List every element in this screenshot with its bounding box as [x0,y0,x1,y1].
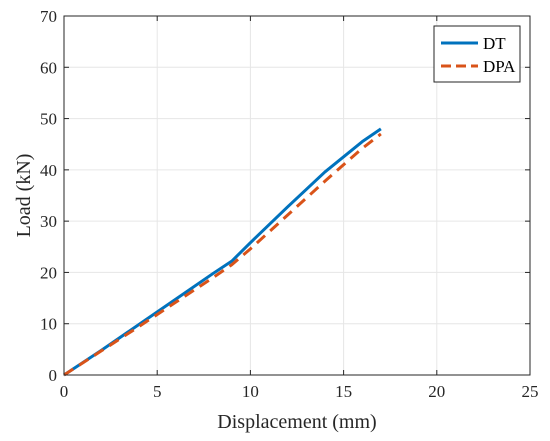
axes [63,15,531,376]
tick-labels: 0 5 10 15 20 25 0 10 20 30 40 50 60 70 [40,7,539,401]
x-tick-label: 0 [60,382,69,401]
x-tick-label: 20 [428,382,445,401]
axes-box [63,15,531,376]
series-line-dpa [63,132,382,377]
x-tick-label: 25 [522,382,539,401]
x-tick-label: 10 [242,382,259,401]
y-tick-label: 40 [40,161,57,180]
legend-box [433,25,521,83]
y-axis-label: Load (kN) [13,154,35,238]
y-tick-label: 70 [40,7,57,26]
y-tick-label: 30 [40,212,57,231]
x-tick-label: 5 [153,382,162,401]
y-tick-label: 60 [40,58,57,77]
x-tick-label: 15 [335,382,352,401]
y-tick-label: 50 [40,110,57,129]
x-axis-label: Displacement (mm) [217,411,376,433]
y-tick-label: 20 [40,263,57,282]
legend-label-dt: DT [483,34,506,53]
y-tick-label: 10 [40,315,57,334]
legend: DT DPA [433,25,521,83]
y-tick-label: 0 [49,366,58,385]
legend-label-dpa: DPA [483,57,516,76]
plot-area [63,127,382,377]
